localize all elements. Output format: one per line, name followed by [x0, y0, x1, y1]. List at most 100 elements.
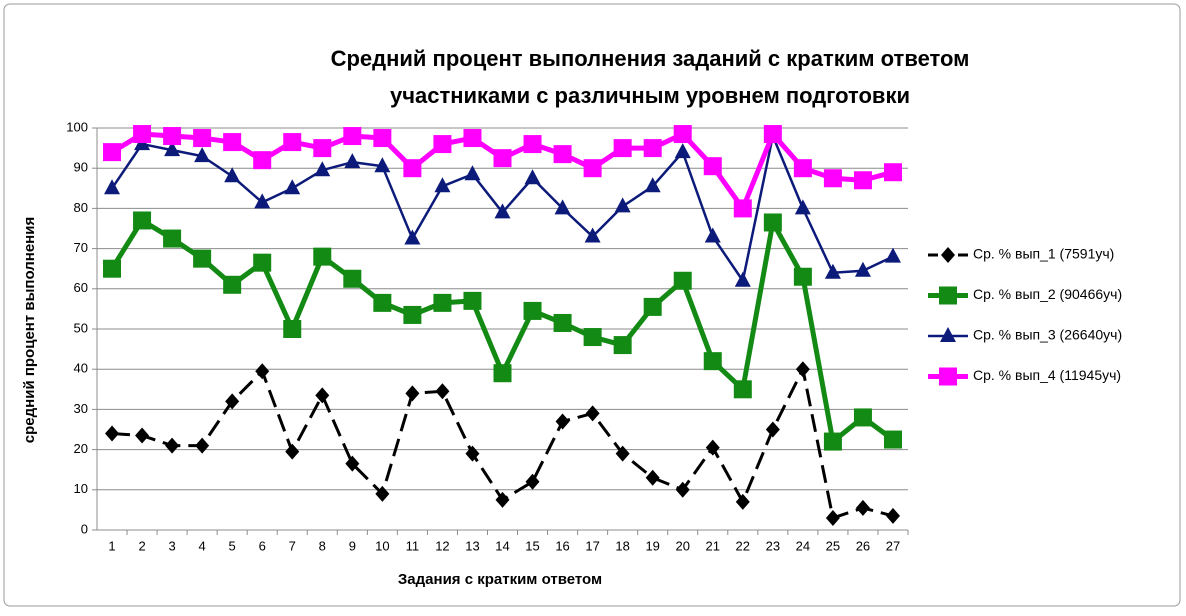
point: [403, 305, 422, 324]
point: [823, 432, 842, 451]
point: [343, 127, 362, 146]
x-tick-label: 15: [525, 538, 539, 553]
point: [465, 445, 480, 462]
point: [254, 193, 271, 209]
point: [165, 437, 180, 454]
legend-label: Ср. % вып_3 (26640уч): [973, 327, 1122, 343]
point: [493, 149, 512, 168]
point: [735, 493, 750, 510]
point: [343, 269, 362, 288]
legend-label: Ср. % вып_1 (7591уч): [973, 246, 1114, 262]
point: [133, 211, 152, 230]
legend-marker: [941, 247, 955, 263]
point: [583, 328, 602, 347]
point: [193, 129, 212, 148]
x-tick-label: 24: [796, 538, 810, 553]
y-tick-label: 10: [74, 481, 88, 496]
point: [614, 197, 631, 213]
point: [613, 139, 632, 158]
point: [585, 405, 600, 422]
point: [103, 143, 122, 162]
legend-marker: [939, 367, 957, 386]
point: [523, 135, 542, 154]
legend-label: Ср. % вып_4 (11945уч): [973, 367, 1121, 383]
point: [765, 421, 780, 438]
point: [825, 509, 840, 526]
y-tick-label: 50: [74, 320, 88, 335]
point: [584, 227, 601, 243]
point: [193, 249, 212, 268]
point: [553, 313, 572, 332]
point: [794, 199, 811, 215]
point: [433, 135, 452, 154]
y-tick-label: 20: [74, 441, 88, 456]
x-tick-label: 27: [886, 538, 900, 553]
point: [313, 139, 332, 158]
point: [224, 167, 241, 183]
point: [164, 141, 181, 157]
point: [643, 297, 662, 316]
x-axis-title: Задания с кратким ответом: [398, 571, 602, 588]
y-tick-label: 80: [74, 200, 88, 215]
point: [883, 163, 902, 182]
point: [553, 145, 572, 164]
point: [315, 387, 330, 404]
x-tick-label: 2: [138, 538, 145, 553]
point: [703, 352, 722, 371]
legend-marker: [940, 327, 956, 342]
point: [494, 203, 511, 219]
point: [824, 263, 841, 279]
point: [583, 159, 602, 178]
point: [705, 439, 720, 456]
y-tick-label: 70: [74, 240, 88, 255]
point: [643, 139, 662, 158]
x-tick-label: 1: [108, 538, 115, 553]
point: [194, 147, 211, 163]
point: [283, 320, 302, 338]
point: [555, 413, 570, 430]
point: [495, 491, 510, 508]
point: [433, 293, 452, 312]
y-tick-label: 60: [74, 280, 88, 295]
x-tick-label: 13: [465, 538, 479, 553]
point: [853, 171, 872, 190]
point: [703, 157, 722, 176]
chart-title: Средний процент выполнения заданий с кра…: [331, 46, 970, 71]
point: [525, 473, 540, 490]
x-tick-label: 23: [766, 538, 780, 553]
point: [763, 125, 782, 144]
y-tick-label: 100: [66, 119, 88, 134]
point: [673, 125, 692, 144]
x-tick-label: 12: [435, 538, 449, 553]
x-tick-label: 18: [615, 538, 629, 553]
point: [733, 380, 752, 399]
x-tick-label: 7: [289, 538, 296, 553]
point: [463, 291, 482, 310]
point: [855, 499, 870, 516]
x-tick-label: 25: [826, 538, 840, 553]
x-tick-label: 11: [406, 538, 420, 553]
x-tick-label: 16: [555, 538, 569, 553]
legend-marker: [939, 286, 957, 305]
point: [374, 157, 391, 173]
x-tick-label: 22: [736, 538, 750, 553]
point: [345, 455, 360, 472]
point: [163, 229, 182, 248]
point: [524, 169, 541, 185]
point: [225, 393, 240, 410]
point: [615, 445, 630, 462]
point: [795, 361, 810, 378]
point: [554, 199, 571, 215]
chart-frame: [3, 3, 1181, 607]
point: [883, 430, 902, 449]
point: [644, 177, 661, 193]
point: [463, 129, 482, 148]
y-tick-label: 90: [74, 160, 88, 175]
point: [253, 151, 272, 170]
point: [673, 271, 692, 290]
point: [223, 275, 242, 294]
point: [255, 363, 270, 380]
point: [823, 169, 842, 188]
y-tick-label: 0: [81, 521, 88, 536]
